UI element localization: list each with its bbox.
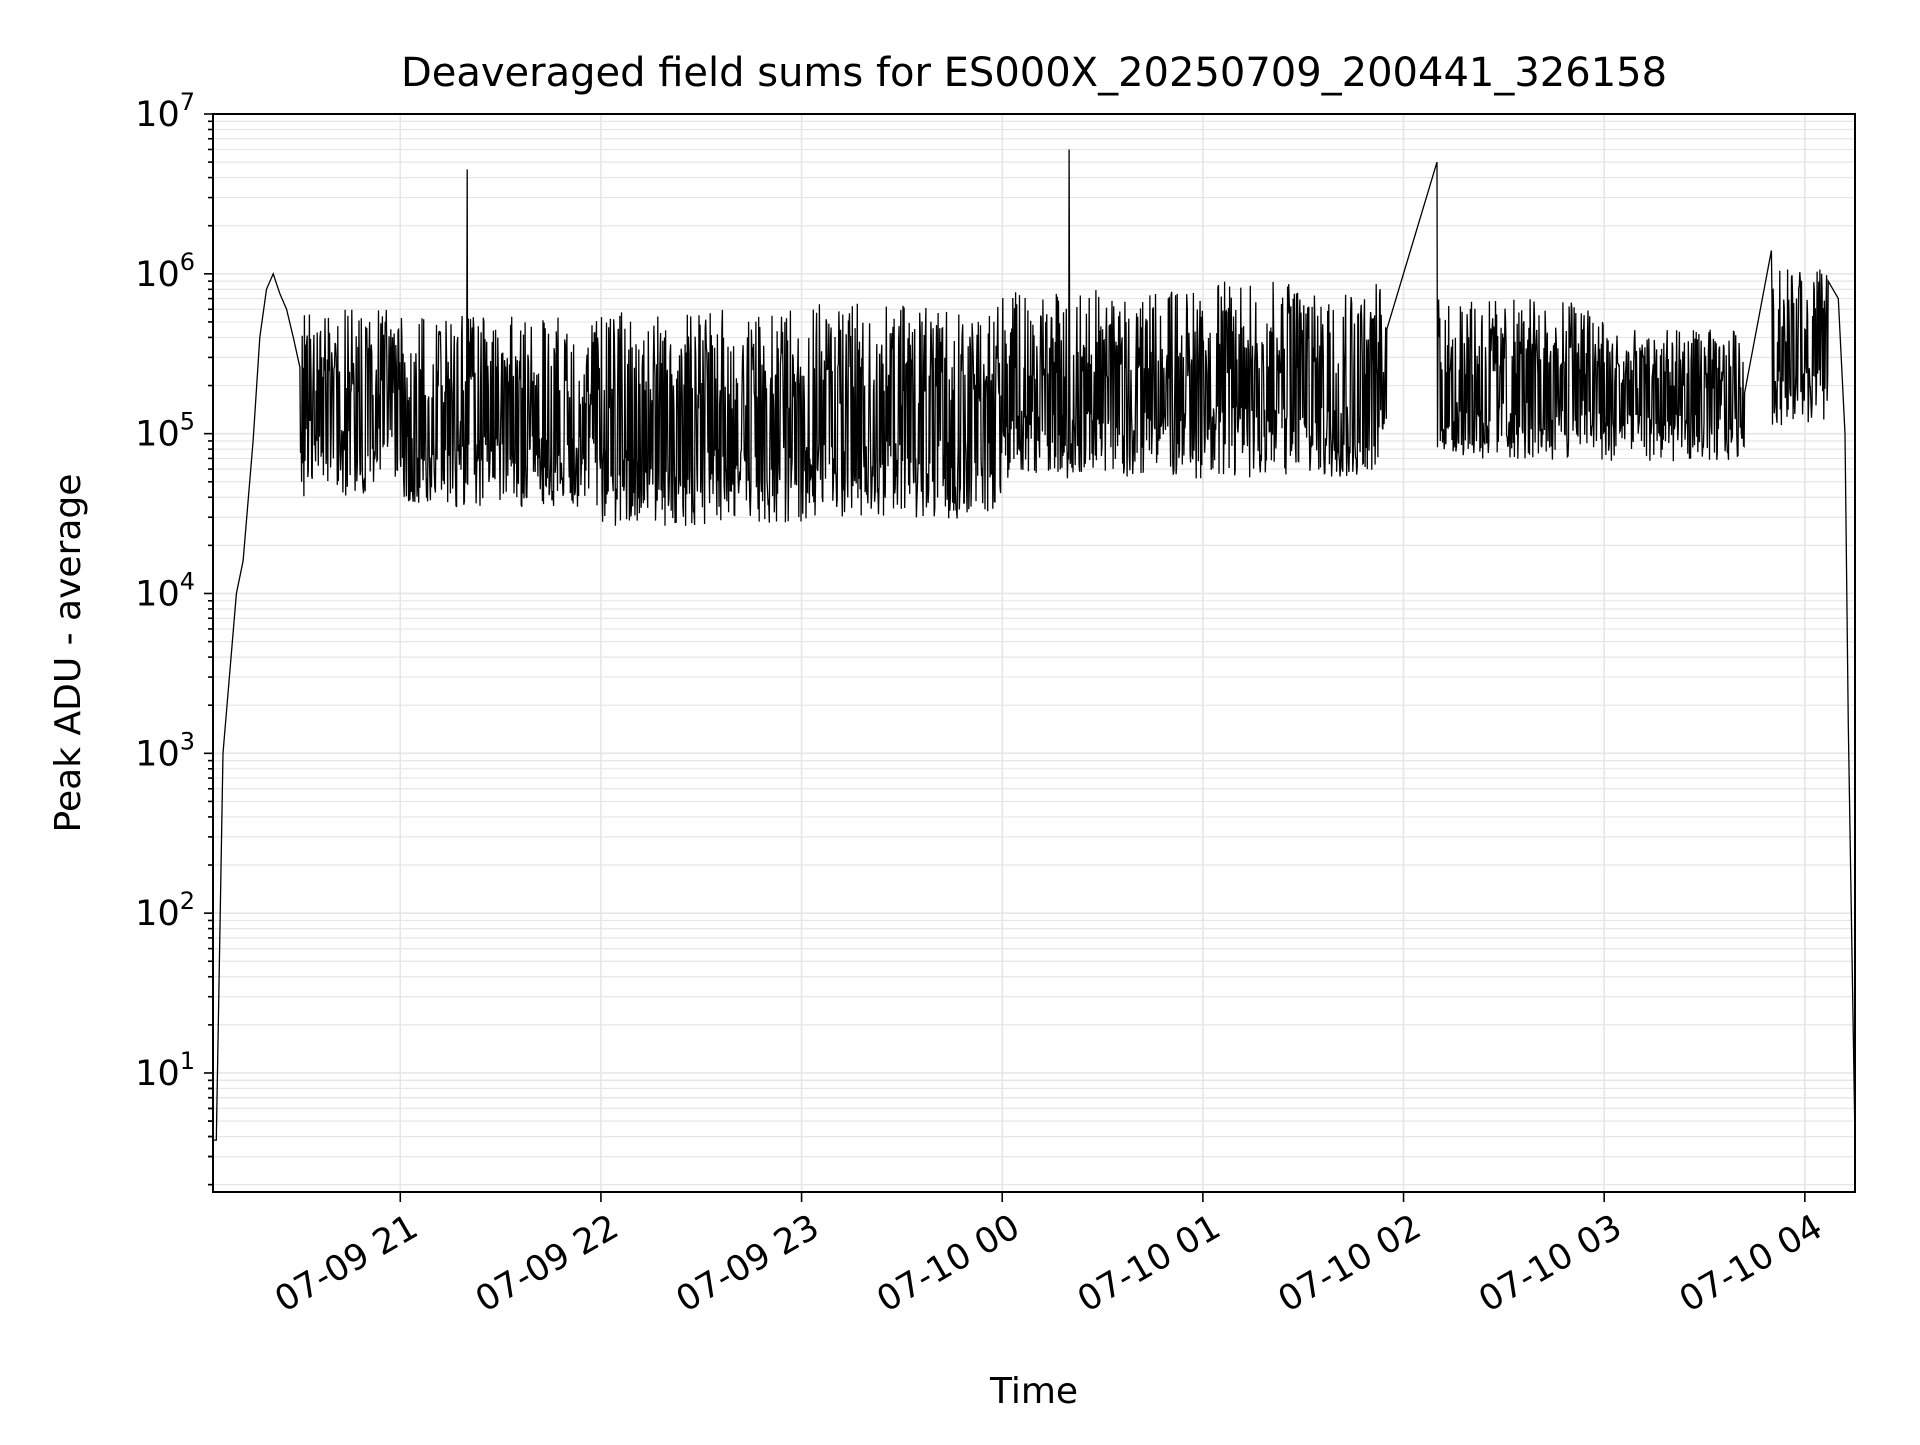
plot-frame (212, 113, 1856, 1193)
y-tick-label: 102 (135, 887, 195, 934)
x-axis-label: Time (989, 1371, 1078, 1412)
grid-layer (213, 113, 1855, 1192)
y-tick-label: 104 (135, 567, 195, 614)
y-tick-label: 107 (135, 88, 195, 135)
y-tick-label: 105 (135, 408, 195, 455)
series-line (213, 149, 1856, 1141)
line-layer (213, 149, 1856, 1141)
y-tick-label: 106 (135, 248, 195, 295)
y-tick-label: 101 (135, 1047, 195, 1094)
y-axis-label: Peak ADU - average (48, 474, 89, 833)
chart-title: Deaveraged field sums for ES000X_2025070… (401, 50, 1667, 96)
y-axis: 101 102 103 104 105 106 107 (135, 88, 213, 1186)
y-tick-label: 103 (135, 727, 195, 774)
